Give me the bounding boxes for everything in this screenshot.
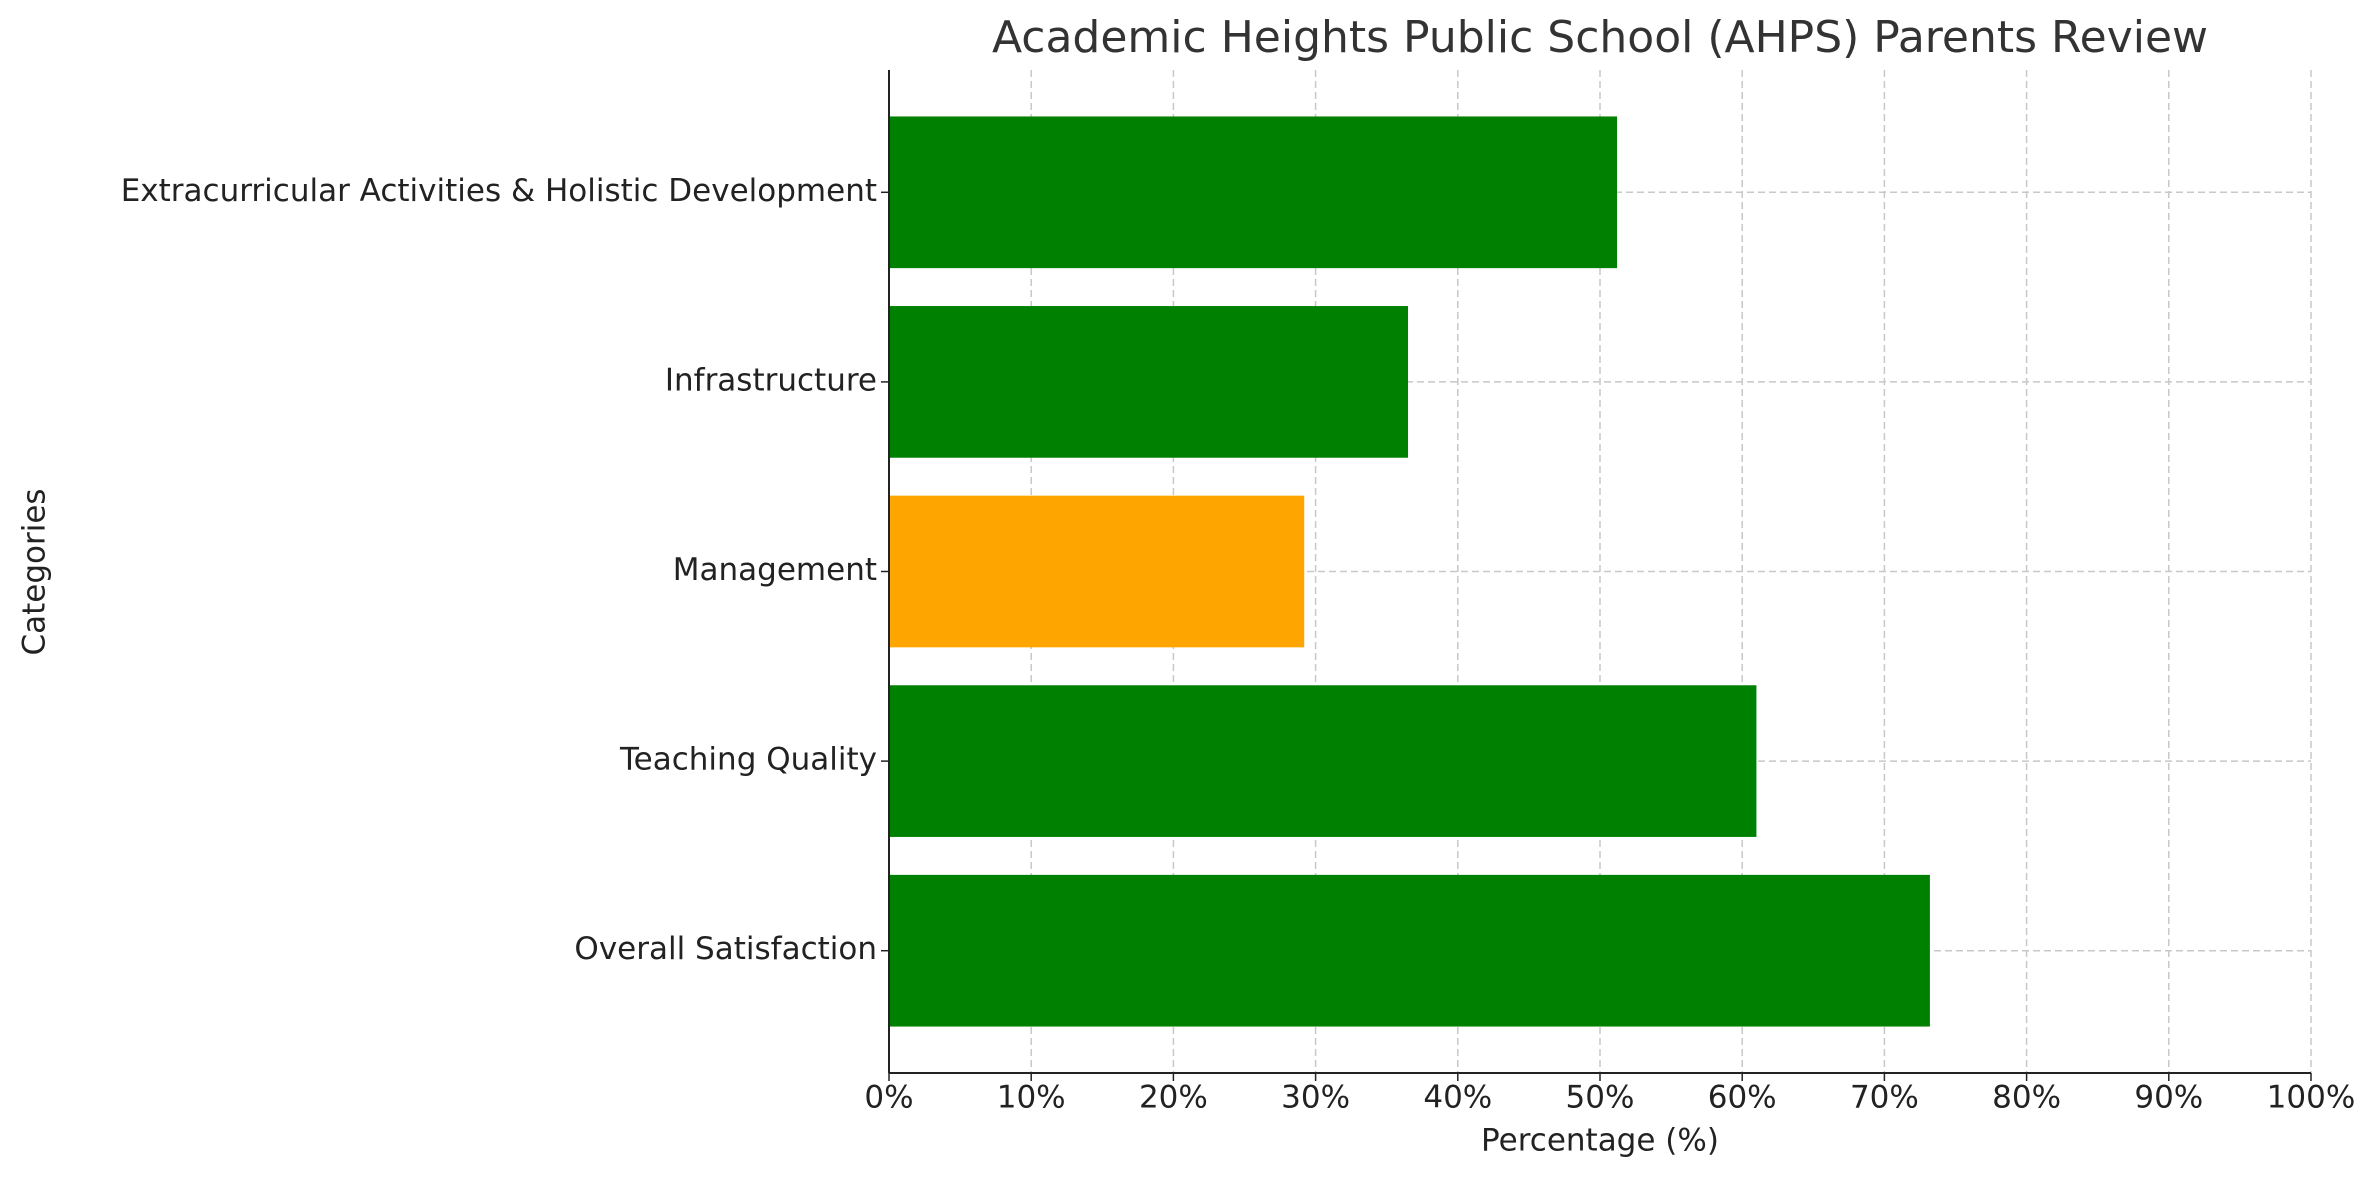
x-tick-label: 40% bbox=[1423, 1080, 1492, 1116]
bar bbox=[889, 306, 1409, 458]
x-tick-label: 80% bbox=[1992, 1080, 2061, 1116]
bar bbox=[889, 685, 1757, 837]
x-tick-label: 20% bbox=[1139, 1080, 1208, 1116]
chart-title: Academic Heights Public School (AHPS) Pa… bbox=[992, 12, 2208, 63]
x-tick-label: 60% bbox=[1708, 1080, 1777, 1116]
x-tick-label: 50% bbox=[1566, 1080, 1635, 1116]
y-tick-label: Infrastructure bbox=[665, 362, 877, 398]
x-tick-label: 70% bbox=[1850, 1080, 1919, 1116]
x-axis-label: Percentage (%) bbox=[1481, 1123, 1719, 1159]
y-tick-label: Teaching Quality bbox=[619, 742, 877, 778]
bar bbox=[889, 116, 1618, 269]
y-axis-label: Categories bbox=[17, 488, 53, 655]
x-tick-label: 10% bbox=[997, 1080, 1066, 1116]
x-tick-label: 90% bbox=[2134, 1080, 2203, 1116]
bar bbox=[889, 874, 1930, 1027]
y-tick-label: Overall Satisfaction bbox=[574, 931, 877, 967]
bar bbox=[889, 495, 1305, 648]
y-tick-label: Extracurricular Activities & Holistic De… bbox=[121, 173, 877, 209]
x-tick-label: 30% bbox=[1281, 1080, 1350, 1116]
y-tick-label: Management bbox=[673, 552, 877, 588]
x-tick-label: 0% bbox=[864, 1080, 913, 1116]
x-tick-label: 100% bbox=[2267, 1080, 2356, 1116]
